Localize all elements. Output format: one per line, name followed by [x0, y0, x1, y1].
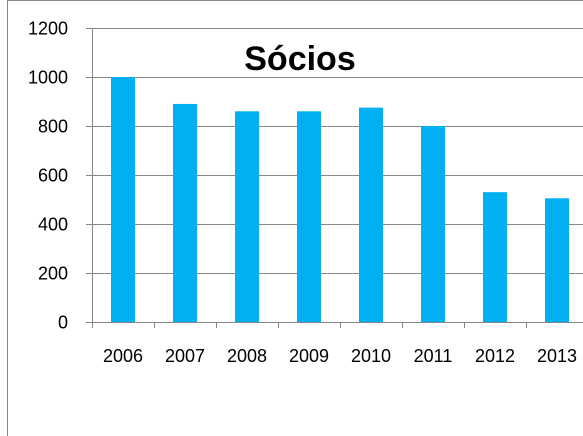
x-tick-label: 2006	[103, 346, 143, 366]
bar-2009	[297, 111, 321, 322]
bar-2007	[173, 103, 197, 322]
chart-title: Sócios	[244, 40, 355, 78]
x-tick-label: 2009	[289, 346, 329, 366]
y-tick-label: 1000	[28, 68, 68, 88]
bar-2011	[421, 126, 445, 322]
x-tick-label: 2011	[414, 346, 453, 366]
y-tick-label: 800	[38, 117, 68, 137]
x-tick-label: 2012	[475, 346, 515, 366]
bar-2012	[483, 192, 507, 322]
y-tick-label: 600	[38, 166, 68, 186]
y-tick-label: 0	[58, 313, 68, 333]
x-tick-label: 2013	[537, 346, 577, 366]
x-tick-label: 2008	[227, 346, 267, 366]
y-tick-label: 400	[38, 215, 68, 235]
bar-2008	[235, 111, 259, 322]
x-tick-labels: 2006 2007 2008 2009 2010 2011 2012 2013	[103, 346, 577, 366]
x-tick-label: 2007	[165, 346, 205, 366]
y-tick-label: 1200	[28, 19, 68, 39]
bar-2010	[359, 107, 383, 322]
bar-2006	[111, 77, 135, 322]
bar-2013	[545, 198, 569, 322]
axes	[86, 28, 583, 328]
bars	[111, 77, 569, 322]
x-tick-label: 2010	[351, 346, 391, 366]
y-tick-label: 200	[38, 264, 68, 284]
y-tick-labels: 0 200 400 600 800 1000 1200	[28, 19, 68, 333]
